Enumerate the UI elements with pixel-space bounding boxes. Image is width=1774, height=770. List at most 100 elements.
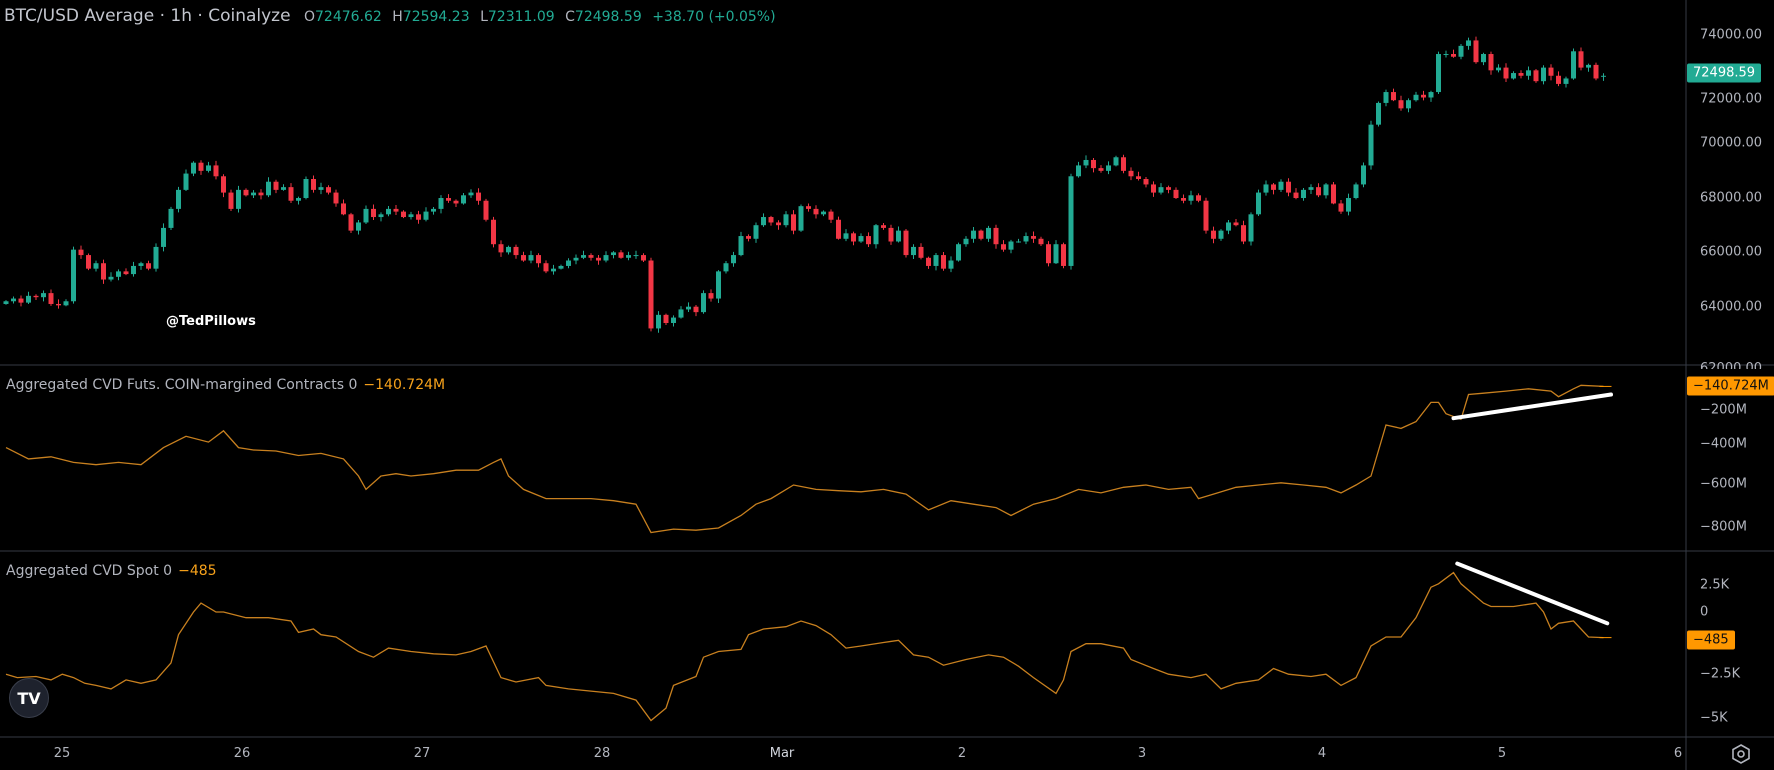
candle [1586, 63, 1591, 72]
candle [1233, 218, 1239, 227]
candle-body [948, 260, 954, 269]
candle-body [266, 181, 271, 196]
candle-body [11, 298, 16, 302]
candle-body [1188, 195, 1194, 201]
candle [258, 189, 264, 200]
candle [963, 236, 969, 247]
chart-settings-icon[interactable] [1730, 743, 1752, 765]
candle [483, 198, 489, 222]
candle-body [93, 263, 99, 269]
candle [836, 216, 841, 240]
candle-body [888, 227, 894, 242]
candle [851, 231, 856, 246]
futures-tick: −800M [1700, 519, 1747, 535]
candle [476, 188, 481, 205]
candle [618, 250, 624, 259]
candle [26, 291, 31, 304]
candle [1526, 66, 1531, 80]
candle [296, 196, 301, 205]
candle-body [236, 189, 241, 209]
candle [1143, 176, 1149, 188]
candle [746, 234, 751, 242]
chart-legend-main[interactable]: BTC/USD Average · 1h · Coinalyze O72476.… [4, 6, 782, 26]
candle [1293, 188, 1299, 200]
candle-body [258, 192, 264, 196]
candle-body [633, 255, 639, 257]
candle-body [78, 249, 84, 256]
candle-body [56, 303, 61, 306]
candle [33, 294, 39, 300]
candle [348, 212, 354, 234]
candle [731, 251, 736, 267]
candle [1241, 220, 1246, 245]
candle [1398, 95, 1404, 111]
candle-body [656, 314, 661, 329]
candle-body [753, 225, 759, 239]
spot-cvd-legend[interactable]: Aggregated CVD Spot 0 −485 [6, 563, 217, 579]
candle [1331, 182, 1336, 205]
candle-body [1353, 184, 1359, 199]
candle [401, 210, 406, 219]
candle [1023, 232, 1029, 245]
spot-cvd-tag: −485 [1687, 630, 1735, 650]
tradingview-logo[interactable]: TV [9, 678, 49, 718]
candle-body [678, 309, 684, 318]
candle [183, 169, 189, 192]
candle [1211, 226, 1216, 244]
candle [1286, 178, 1291, 197]
candle-body [213, 165, 219, 177]
candle-body [1488, 54, 1494, 71]
candle [633, 250, 639, 259]
futures-cvd-tag: −140.724M [1687, 376, 1774, 396]
candle [438, 195, 444, 214]
futures-cvd-legend[interactable]: Aggregated CVD Futs. COIN-margined Contr… [6, 377, 445, 393]
candle [588, 253, 594, 261]
candle-body [626, 255, 631, 258]
candle-body [1023, 236, 1029, 242]
candle [1571, 48, 1576, 80]
candle-body [1226, 222, 1231, 231]
candle [123, 268, 129, 276]
candle-body [1518, 73, 1524, 76]
candle [1151, 181, 1156, 197]
candle-body [1428, 92, 1434, 98]
candle [761, 213, 766, 227]
candle-body [221, 176, 226, 193]
candle-body [956, 244, 961, 261]
candle-body [1398, 100, 1404, 109]
candle-body [1466, 40, 1471, 46]
candle [596, 254, 601, 265]
candle-body [813, 208, 819, 215]
candle-body [506, 246, 511, 253]
candle-body [1301, 189, 1306, 199]
spot-tick: 2.5K [1700, 577, 1730, 593]
candle [933, 252, 939, 271]
candle [1346, 193, 1351, 216]
candle [1248, 212, 1254, 246]
candle-body [48, 293, 54, 304]
candle [1488, 51, 1494, 75]
candle-body [1166, 187, 1171, 190]
candle [1503, 63, 1509, 83]
low-label: L [480, 9, 488, 25]
candle [993, 224, 999, 249]
candle-body [1218, 230, 1224, 239]
candle-body [348, 214, 354, 231]
candle [1068, 173, 1074, 270]
candle-body [1271, 184, 1276, 190]
candle [1218, 229, 1224, 241]
candle [506, 245, 511, 255]
candle [821, 210, 826, 217]
candle-body [858, 236, 864, 242]
candle [1436, 51, 1441, 95]
candle-body [363, 208, 369, 223]
futures-cvd-pane [5, 384, 1613, 534]
candle [131, 261, 136, 277]
candle [581, 250, 586, 260]
candle [326, 185, 331, 195]
candle [543, 260, 549, 274]
candle-body [596, 257, 601, 261]
candle-body [528, 255, 534, 261]
candle-body [1533, 70, 1539, 82]
